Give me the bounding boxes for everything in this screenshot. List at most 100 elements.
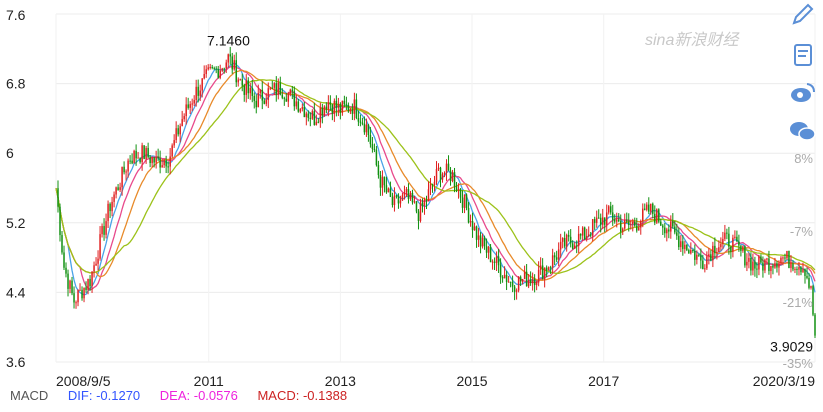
candle-body <box>630 224 632 226</box>
candle-body <box>111 201 113 212</box>
candle-body <box>636 225 638 231</box>
candle-body <box>714 245 716 254</box>
candle-body <box>277 82 280 95</box>
candle-body <box>782 257 784 259</box>
candle-body <box>231 56 233 70</box>
note-icon[interactable] <box>788 42 818 68</box>
candle-body <box>772 265 774 268</box>
candle-body <box>197 86 199 96</box>
candle-body <box>377 165 380 176</box>
candle-body <box>621 228 624 232</box>
candle-body <box>325 106 328 110</box>
candle-body <box>503 274 506 279</box>
candle-body <box>481 237 484 247</box>
weibo-icon[interactable] <box>788 80 818 106</box>
candle-body <box>363 123 366 133</box>
candle-body <box>405 189 408 193</box>
candle-body <box>489 247 492 263</box>
candle-body <box>575 245 578 247</box>
candle-body <box>668 229 670 232</box>
candle-body <box>119 187 121 190</box>
candle-body <box>307 113 310 118</box>
candle-body <box>609 206 612 213</box>
candle-body <box>784 257 786 259</box>
right-tick-label: -35% <box>783 356 814 371</box>
candle-body <box>105 221 107 235</box>
candle-body <box>638 227 640 231</box>
candle-body <box>203 74 205 79</box>
candle-body <box>247 80 250 94</box>
candle-body <box>603 217 606 225</box>
candle-body <box>746 261 748 266</box>
candle-body <box>535 282 538 286</box>
candle-body <box>459 188 462 198</box>
candle-body <box>533 278 536 286</box>
candle-body <box>235 60 237 83</box>
right-tick-label: -21% <box>783 295 814 310</box>
candle-body <box>171 145 173 157</box>
candle-body <box>686 244 688 251</box>
candle-body <box>129 160 131 162</box>
candle-body <box>748 257 750 262</box>
candle-body <box>467 208 470 223</box>
candle-body <box>800 267 802 273</box>
candle-body <box>569 236 572 244</box>
candle-body <box>251 87 254 96</box>
y-tick-label: 6 <box>6 145 14 161</box>
candle-body <box>451 172 454 181</box>
x-tick-label: 2015 <box>456 373 487 389</box>
candle-body <box>407 189 410 199</box>
candle-body <box>329 102 332 105</box>
candle-body <box>632 221 634 225</box>
candle-body <box>672 221 674 227</box>
candle-body <box>261 89 264 101</box>
candle-body <box>219 70 221 78</box>
candle-body <box>421 202 424 207</box>
candle-body <box>401 195 404 201</box>
candle-body <box>439 167 442 180</box>
candle-body <box>698 254 700 256</box>
candle-body <box>804 268 806 276</box>
candle-body <box>365 124 368 133</box>
candle-body <box>201 78 203 91</box>
candle-body <box>521 279 524 282</box>
candle-body <box>553 255 556 258</box>
y-axis: 7.6 6.8 6 5.2 4.4 3.6 <box>6 7 26 370</box>
candle-body <box>529 279 532 283</box>
candle-body <box>798 267 800 270</box>
candle-body <box>343 100 346 105</box>
candle-body <box>471 220 474 231</box>
candle-body <box>121 166 123 188</box>
candle-body <box>501 277 504 279</box>
candle-body <box>728 233 730 247</box>
candle-body <box>790 263 792 268</box>
wechat-icon[interactable] <box>788 118 818 144</box>
candle-body <box>611 212 614 220</box>
candle-body <box>519 276 522 282</box>
candle-body <box>313 111 316 125</box>
candle-body <box>557 249 560 260</box>
candle-body <box>583 227 586 240</box>
candle-body <box>335 100 338 108</box>
candle-body <box>726 232 728 234</box>
candle-body <box>389 188 392 197</box>
candle-body <box>593 219 596 223</box>
candle-body <box>658 209 660 222</box>
candle-body <box>297 101 300 112</box>
pencil-icon[interactable] <box>788 2 818 28</box>
candle-body <box>269 87 272 89</box>
candle-body <box>692 250 694 252</box>
right-axis: 8% -7% -21% -35% <box>783 151 814 371</box>
candle-body <box>648 204 650 212</box>
candle-body <box>259 89 262 94</box>
candle-body <box>808 277 810 288</box>
candle-body <box>163 160 165 166</box>
candle-body <box>253 95 256 101</box>
candle-body <box>615 219 618 222</box>
candle-body <box>595 217 598 223</box>
candle-body <box>495 256 498 263</box>
candle-body <box>607 206 610 213</box>
candle-body <box>678 235 680 248</box>
candle-body <box>349 109 352 112</box>
candle-body <box>91 271 93 287</box>
